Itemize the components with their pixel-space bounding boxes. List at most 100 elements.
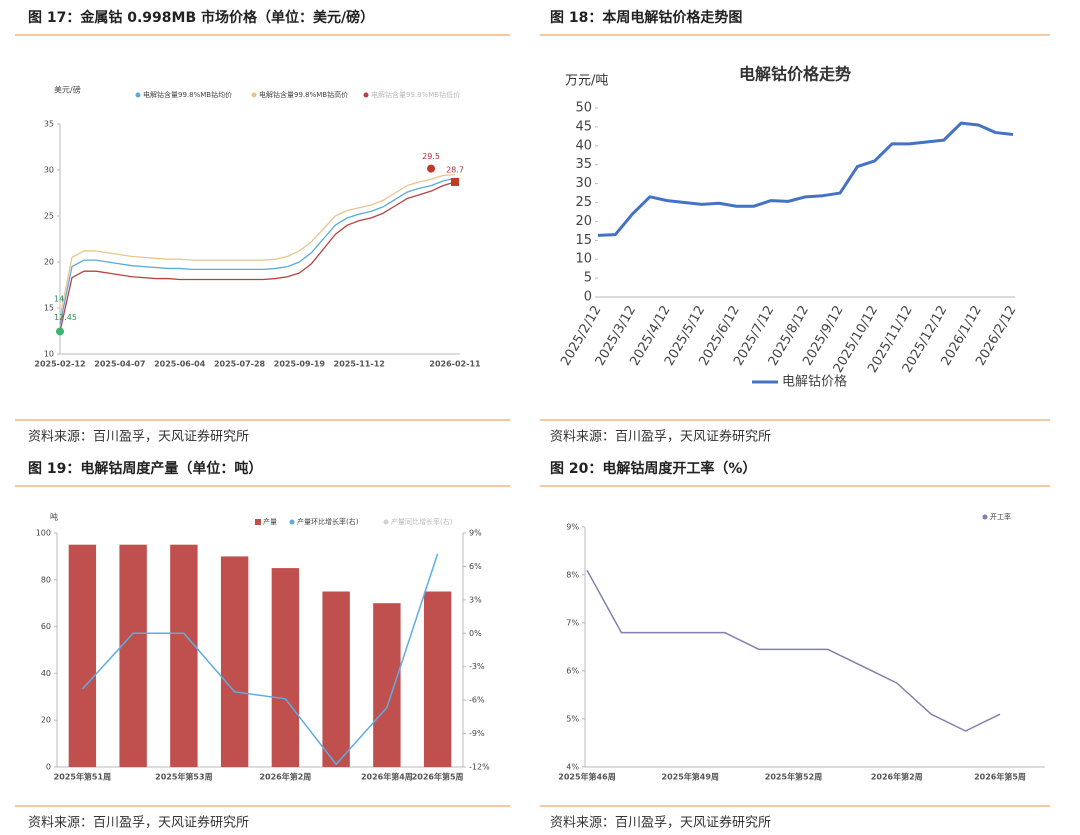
source-note: 资料来源：百川盈孚，天风证券研究所 xyxy=(28,815,249,831)
bar xyxy=(170,544,198,767)
y2-tick-label: -6% xyxy=(469,696,485,705)
y-tick-label: 4% xyxy=(566,763,579,772)
y2-tick-label: 0% xyxy=(469,629,482,638)
bar xyxy=(271,568,300,767)
legend-swatch xyxy=(289,519,295,525)
y-tick-label: 30 xyxy=(575,176,592,191)
y-tick-label: 35 xyxy=(575,157,592,172)
legend-label: 开工率 xyxy=(990,512,1011,521)
y-tick-label: 20 xyxy=(44,258,54,267)
y-tick-label: 15 xyxy=(44,304,54,313)
y-tick-label: 10 xyxy=(44,350,54,359)
y-tick-label: 9% xyxy=(566,523,579,532)
y2-tick-label: -9% xyxy=(469,729,485,738)
y2-tick-label: 3% xyxy=(469,595,482,604)
x-tick-label: 2025年第49周 xyxy=(662,772,719,782)
source-note: 资料来源：百川盈孚，天风证券研究所 xyxy=(550,815,771,831)
data-label: 14 xyxy=(54,295,64,304)
y-tick-label: 50 xyxy=(575,101,592,116)
figure-caption: 图 18：本周电解钴价格走势图 xyxy=(550,9,742,26)
y-tick-label: 60 xyxy=(41,622,51,631)
figure-caption: 图 17：金属钴 0.998MB 市场价格（单位：美元/磅） xyxy=(28,9,374,26)
legend-swatch xyxy=(255,519,261,525)
y2-tick-label: -3% xyxy=(469,662,485,671)
y-tick-label: 0 xyxy=(46,763,51,772)
y-tick-label: 5 xyxy=(584,271,592,286)
point-marker xyxy=(451,177,459,186)
x-tick-label: 2025年第46周 xyxy=(558,772,615,782)
point-marker xyxy=(56,327,64,336)
data-label: 29.5 xyxy=(422,152,440,161)
line xyxy=(59,173,456,318)
line xyxy=(59,181,456,332)
source-note: 资料来源：百川盈孚，天风证券研究所 xyxy=(550,429,771,445)
y-tick-label: 25 xyxy=(575,195,592,210)
figure-caption: 图 19：电解钴周度产量（单位：吨） xyxy=(28,460,262,477)
y-tick-label: 7% xyxy=(566,619,579,628)
legend-label: 电解钴含量99.8%MB钴高价 xyxy=(259,90,348,99)
x-tick-label: 2026年第4周 xyxy=(361,772,413,782)
y-tick-label: 45 xyxy=(575,119,592,134)
legend-label: 电解钴价格 xyxy=(782,374,847,390)
y-tick-label: 20 xyxy=(41,716,51,725)
y-tick-label: 5% xyxy=(566,715,579,724)
y-tick-label: 25 xyxy=(44,212,54,221)
legend-swatch xyxy=(251,92,257,98)
y-tick-label: 30 xyxy=(44,166,54,175)
legend-label: 电解钴含量99.8%MB钴低价 xyxy=(371,90,460,99)
y-tick-label: 40 xyxy=(41,669,51,678)
source-note: 资料来源：百川盈孚，天风证券研究所 xyxy=(28,429,249,445)
x-tick-label: 2026-02-11 xyxy=(429,360,481,369)
x-tick-label: 2025-11-12 xyxy=(334,360,385,369)
legend-swatch xyxy=(982,514,988,520)
chart-title: 电解钴价格走势 xyxy=(739,65,851,84)
data-label: 28.7 xyxy=(446,165,464,174)
y2-tick-label: 9% xyxy=(469,529,482,538)
y-tick-label: 0 xyxy=(584,290,592,305)
legend-label: 产量 xyxy=(263,517,277,526)
bar xyxy=(220,556,249,767)
legend-label: 电解钴含量99.8%MB钴均价 xyxy=(143,90,232,99)
line xyxy=(59,177,456,325)
x-tick-label: 2026年第2周 xyxy=(871,772,923,782)
y-tick-label: 40 xyxy=(575,138,592,153)
bar xyxy=(68,544,97,767)
line xyxy=(597,121,1014,237)
y2-tick-label: -12% xyxy=(469,763,490,772)
point-marker xyxy=(427,164,436,173)
x-tick-label: 2026年第5周 xyxy=(974,772,1026,782)
line xyxy=(586,569,1001,732)
y-axis-label: 吨 xyxy=(50,512,58,522)
y2-tick-label: 6% xyxy=(469,562,482,571)
x-tick-label: 2025-04-07 xyxy=(94,360,145,369)
x-tick-label: 2026年第2周 xyxy=(259,772,311,782)
x-tick-label: 2025年第52周 xyxy=(765,772,822,782)
line xyxy=(81,553,439,766)
y-tick-label: 100 xyxy=(36,529,51,538)
data-label: 12.45 xyxy=(54,313,77,322)
bar xyxy=(423,591,452,767)
x-tick-label: 2025年第51周 xyxy=(54,772,111,782)
y-tick-label: 8% xyxy=(566,571,579,580)
y-tick-label: 20 xyxy=(575,214,592,229)
bar xyxy=(119,544,147,767)
y-tick-label: 6% xyxy=(566,667,579,676)
legend-swatch xyxy=(135,92,141,98)
legend-label: 产量同比增长率(右) xyxy=(391,517,453,526)
x-tick-label: 2025-09-19 xyxy=(274,360,326,369)
x-tick-label: 2025年第53周 xyxy=(155,772,212,782)
y-tick-label: 80 xyxy=(41,575,51,584)
legend-swatch xyxy=(383,519,389,525)
y-axis-label: 美元/磅 xyxy=(54,85,81,95)
x-tick-label: 2025-07-28 xyxy=(214,360,266,369)
legend-swatch xyxy=(363,92,369,98)
y-axis-label: 万元/吨 xyxy=(565,74,608,89)
figure-caption: 图 20：电解钴周度开工率（%） xyxy=(550,460,756,477)
legend-label: 产量环比增长率(右) xyxy=(297,517,359,526)
bar xyxy=(373,603,401,767)
x-tick-label: 2025-06-04 xyxy=(154,360,206,369)
y-tick-label: 15 xyxy=(575,233,592,248)
bar xyxy=(322,591,350,767)
x-tick-label: 2025-02-12 xyxy=(34,360,85,369)
